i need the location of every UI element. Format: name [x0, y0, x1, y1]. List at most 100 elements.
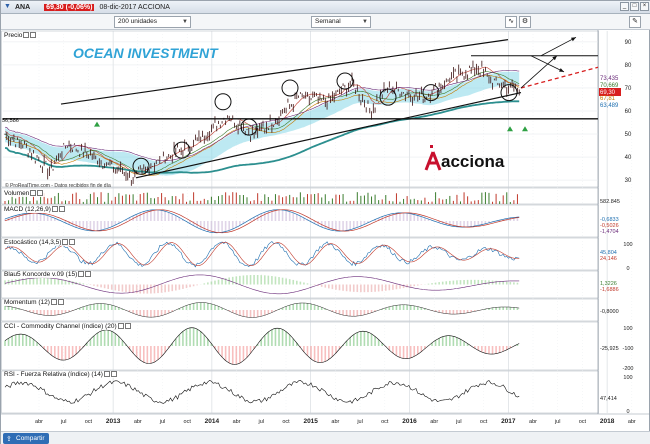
pattern-circle: [500, 84, 518, 102]
period-select[interactable]: Semanal ▼: [311, 16, 371, 28]
stoch-d-line: [4, 242, 520, 266]
cci-scale-label: 100: [623, 326, 632, 332]
ichimoku-cloud: [5, 71, 520, 176]
momentum-panel-label[interactable]: Momentum (12): [4, 299, 66, 306]
close-icon[interactable]: ×: [640, 2, 649, 11]
price-label: 70,669: [600, 83, 619, 89]
indicators-icon[interactable]: ∿: [505, 16, 517, 28]
macd-value-label: -0,6833: [600, 217, 619, 223]
projection-arrow-up: [520, 55, 558, 89]
panel-frame: [1, 370, 599, 414]
projection-arrow-top-head: [571, 37, 576, 42]
y-tick-label: 60: [625, 109, 632, 115]
maximize-icon[interactable]: □: [630, 2, 639, 11]
stoch-value-label: 24,146: [600, 256, 617, 262]
cci-panel-label[interactable]: CCI - Commodity Channel (índice) (20): [4, 323, 133, 330]
price-panel-label[interactable]: Precio: [4, 32, 39, 39]
stoch-k-line: [4, 241, 520, 268]
teal-ma-line: [4, 100, 520, 174]
x-tick-label: abr: [628, 419, 636, 425]
macd-value-label: -1,4704: [600, 229, 619, 235]
ma-red-line: [4, 66, 520, 174]
projection-arrow-top: [540, 36, 577, 57]
x-tick-label: abr: [331, 419, 339, 425]
window-title: 08-dic-2017 ACCIONA: [99, 3, 170, 11]
projection-arrow-up-head: [552, 55, 557, 61]
y-tick-label: 50: [625, 132, 632, 138]
panel-frame: [1, 237, 599, 271]
indicator-series: [4, 192, 520, 404]
macd-panel-label[interactable]: MACD (12,26,9): [4, 206, 67, 213]
channel-upper-line: [60, 39, 509, 105]
pattern-circle: [379, 88, 397, 106]
minimize-icon[interactable]: _: [620, 2, 629, 11]
price-label: 67,81: [600, 96, 616, 102]
rsi-scale-label: 100: [623, 375, 632, 381]
y-tick-label: 70: [625, 86, 632, 92]
buy-signal-arrow: [94, 121, 100, 127]
x-tick-label: abr: [134, 419, 142, 425]
x-tick-label: oct: [579, 419, 587, 425]
macd-line: [4, 209, 520, 234]
rsi-line: [4, 379, 520, 404]
volume-panel-label[interactable]: Volumen: [4, 190, 46, 197]
panel-frame: [1, 30, 599, 188]
x-tick-label: 2013: [106, 418, 121, 425]
rsi-panel-label[interactable]: RSI - Fuerza Relativa (índice) (14): [4, 371, 119, 378]
title-bar[interactable]: ▼ ANA 69,30 (-0,06%) 08-dic-2017 ACCIONA…: [1, 1, 650, 14]
buy-signal-arrow: [522, 126, 528, 132]
panel-frame: [1, 298, 599, 322]
chart-toolbar: 200 unidades ▼ Semanal ▼ ∿ ⚙ ✎: [1, 14, 650, 30]
x-tick-label: abr: [233, 419, 241, 425]
collapse-arrow-icon[interactable]: ▼: [4, 3, 11, 10]
drawing-tools-icon[interactable]: ✎: [629, 16, 641, 28]
rsi-value-label: 47,414: [600, 396, 617, 402]
momentum-line: [4, 302, 520, 318]
volume-value-label: 582.845: [600, 199, 620, 205]
cloud-area: [5, 71, 520, 176]
x-tick-label: jul: [356, 419, 363, 425]
axes: abr jul oct 2013 abr jul oct 2014 abr jul oct 2015 a…: [1, 40, 650, 425]
projection-arrow-down-head: [559, 68, 564, 72]
x-tick-label: jul: [60, 419, 67, 425]
buy-signal-arrow: [507, 126, 513, 132]
stochastic-panel-label[interactable]: Estocástico (14,3,5): [4, 239, 78, 246]
stoch-value-label: 45,804: [600, 250, 617, 256]
share-button[interactable]: ⇪ Compartir: [3, 433, 49, 444]
x-tick-label: 2016: [402, 418, 417, 425]
pattern-circle: [281, 79, 299, 97]
pattern-circle: [214, 93, 232, 111]
koncorde-value-label: 1,3226: [600, 281, 617, 287]
cci-scale-label: -200: [622, 366, 633, 372]
x-tick-label: abr: [430, 419, 438, 425]
panel-frame: [1, 321, 599, 371]
units-select-value: 200 unidades: [118, 18, 158, 25]
trend-drawings[interactable]: [3, 36, 599, 179]
momentum-value-label: -0,8000: [600, 309, 619, 315]
brand-watermark: OCEAN INVESTMENT: [73, 45, 219, 61]
macd-signal-line: [4, 209, 520, 234]
macd-value-label: -0,5026: [600, 223, 619, 229]
cci-scale-label: -100: [622, 346, 633, 352]
x-tick-label: oct: [480, 419, 488, 425]
x-tick-label: abr: [529, 419, 537, 425]
projection-line: [520, 66, 599, 89]
units-select[interactable]: 200 unidades ▼: [114, 16, 191, 28]
stoch-scale-label: 100: [623, 242, 632, 248]
projection-arrow-down: [530, 55, 565, 73]
y-tick-label: 90: [625, 40, 632, 46]
panel-frame: [1, 204, 599, 238]
price-label: 63,489: [600, 103, 619, 109]
koncorde-value-label: -1,6886: [600, 287, 619, 293]
y-tick-label: 80: [625, 63, 632, 69]
chart-area[interactable]: abr jul oct 2013 abr jul oct 2014 abr jul oct 2015 a…: [1, 30, 650, 430]
x-tick-label: oct: [184, 419, 192, 425]
pattern-circle: [336, 72, 354, 90]
x-tick-label: oct: [85, 419, 93, 425]
company-logo-text: acciona: [441, 152, 505, 171]
x-tick-label: 2017: [501, 418, 516, 425]
blau-koncorde-panel-label[interactable]: Blau5 Koncorde v.09 (15): [4, 271, 94, 278]
settings-icon[interactable]: ⚙: [519, 16, 531, 28]
share-button-label: Compartir: [16, 435, 45, 442]
